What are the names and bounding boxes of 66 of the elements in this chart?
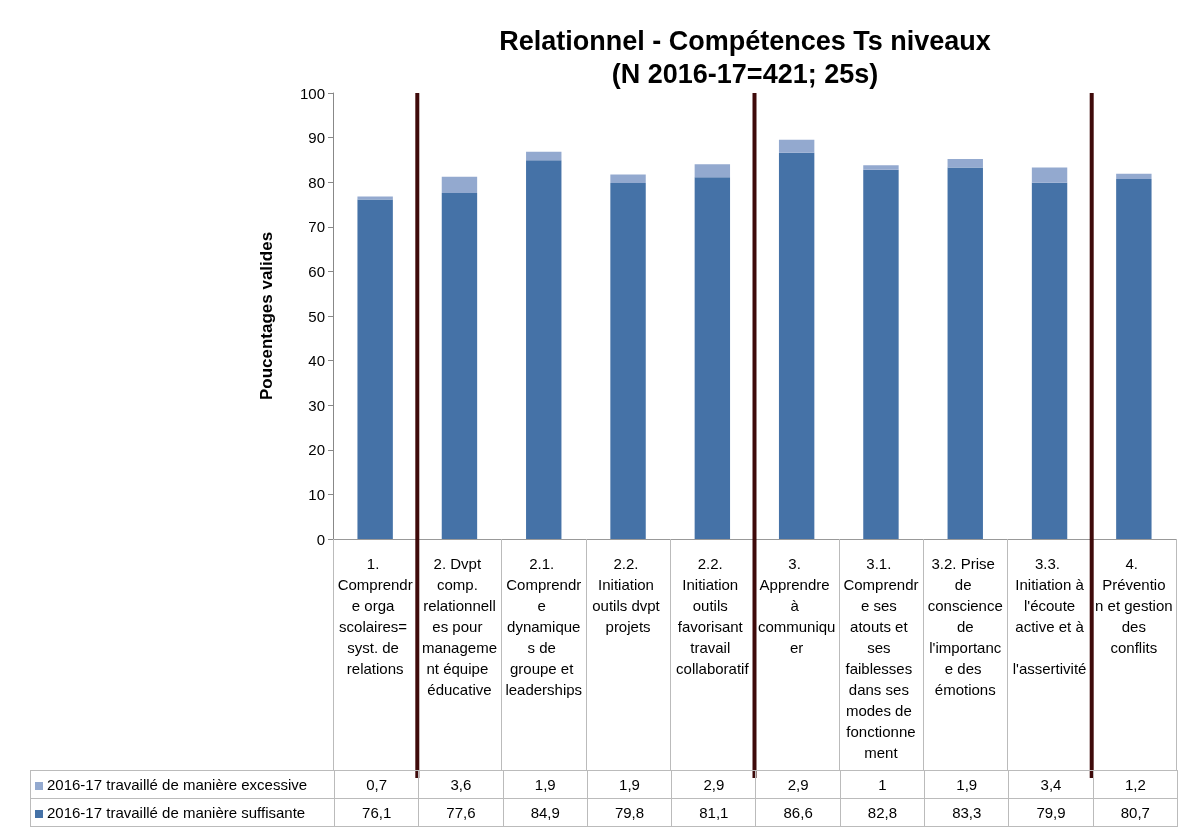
y-tick-label: 10 [308, 485, 325, 503]
y-tick-label: 50 [308, 307, 325, 325]
data-label: 79,9 [1008, 798, 1094, 827]
bar [1031, 167, 1068, 183]
data-label: 2,9 [755, 770, 841, 799]
data-label: 82,8 [840, 798, 925, 827]
data-label: 3,6 [418, 770, 504, 799]
data-label: 83,3 [924, 798, 1009, 827]
y-tick-label: 90 [308, 129, 325, 147]
x-tick-label: 2. Dvpt comp. relationnelles pour management équipe éducative [421, 555, 497, 698]
data-label: 1,9 [924, 770, 1009, 799]
bar [1116, 173, 1152, 180]
data-label: 76,1 [334, 798, 419, 827]
bar [947, 159, 983, 168]
legend-label: 2016-17 travaillé de manière excessive [30, 770, 335, 799]
bar [778, 139, 815, 153]
data-label: 79,8 [587, 798, 672, 827]
x-tick-label: 2.1. Comprendre dynamiques de groupe et leaderships [505, 555, 583, 698]
bar [357, 199, 393, 539]
data-label: 1,2 [1093, 770, 1178, 799]
x-tick-label: 1. Comprendre orga scolaires= syst. de relations [337, 555, 413, 677]
bar [863, 165, 899, 170]
x-tick-label: 2.2. Initiation outils dvpt projets [592, 555, 664, 635]
bar [610, 183, 646, 539]
data-label: 84,9 [503, 798, 588, 827]
bar [863, 169, 899, 539]
data-label: 81,1 [671, 798, 756, 827]
data-label: 1,9 [503, 770, 588, 799]
data-label: 0,7 [334, 770, 419, 799]
data-label: 1,9 [587, 770, 672, 799]
data-label: 1 [840, 770, 925, 799]
x-tick-label: 3. Apprendre à communiquer [757, 555, 836, 656]
y-tick-label: 80 [308, 173, 325, 191]
bar [778, 152, 815, 539]
bar [357, 196, 393, 200]
y-tick-label: 0 [316, 530, 325, 548]
x-tick-label: 2.2. Initiation outils favorisant travail collaboratif [676, 555, 750, 677]
y-tick-label: 100 [299, 84, 325, 102]
bar [610, 174, 646, 184]
category-label: 3.3. Initiation à l'écoute active et à l'assertivité [1012, 555, 1087, 677]
x-tick-label: 4. Prévention et gestion des conflits [1095, 555, 1173, 656]
bar [694, 164, 731, 178]
legend-label: 2016-17 travaillé de manière suffisante [30, 798, 335, 827]
bar [694, 177, 731, 539]
bar [1116, 179, 1152, 539]
x-tick-label: 3.2. Prise de conscience de l'importance des émotions [927, 555, 1003, 698]
y-axis-title: Poucentages valides [257, 231, 276, 401]
data-label: 80,7 [1093, 798, 1178, 827]
data-label: 2,9 [671, 770, 756, 799]
bar [526, 151, 562, 161]
bar [441, 176, 478, 193]
data-label: 77,6 [418, 798, 504, 827]
y-tick-label: 20 [308, 441, 325, 459]
category-label: 3.1. Comprendre ses atouts et ses faiblesses dans ses modes de fonctionnement [843, 555, 919, 761]
bar [441, 192, 478, 539]
bar [526, 160, 562, 539]
y-tick-label: 30 [308, 396, 325, 414]
data-label: 3,4 [1008, 770, 1094, 799]
chart-title: Relationnel - Compétences Ts niveaux [499, 25, 991, 56]
y-tick-label: 40 [308, 352, 325, 370]
bar [947, 167, 983, 539]
y-tick-label: 70 [308, 218, 325, 236]
chart-subtitle: (N 2016-17=421; 25s) [611, 58, 879, 89]
data-label: 86,6 [755, 798, 841, 827]
bar [1031, 182, 1068, 539]
y-tick-label: 60 [308, 262, 325, 280]
